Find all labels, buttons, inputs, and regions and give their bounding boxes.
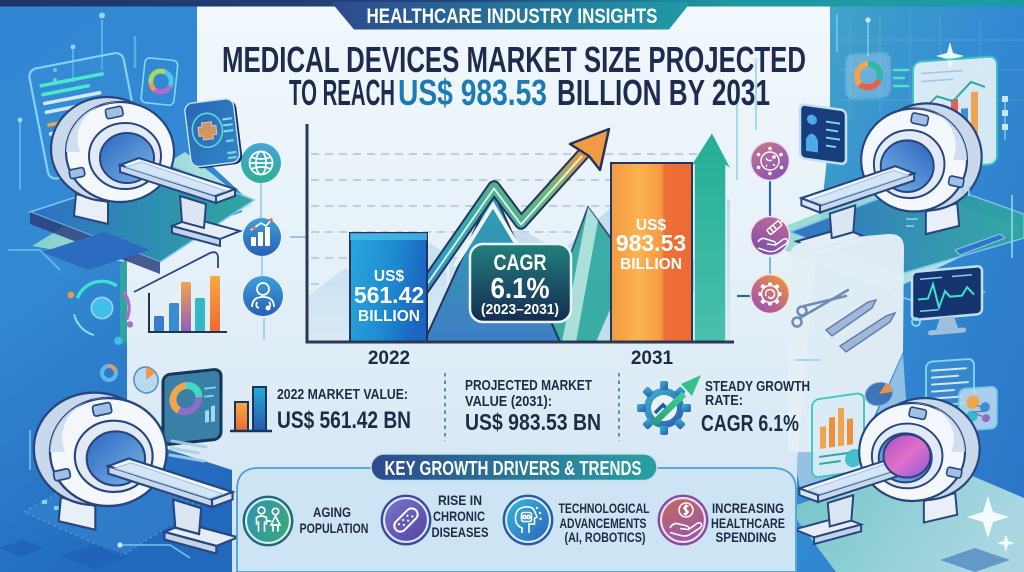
svg-text:BILLION: BILLION — [358, 308, 420, 325]
svg-text:2022: 2022 — [368, 348, 410, 369]
svg-text:BILLION: BILLION — [620, 256, 682, 273]
svg-text:2022 MARKET VALUE:: 2022 MARKET VALUE: — [277, 386, 408, 403]
svg-text:US$ 983.53: US$ 983.53 — [398, 72, 547, 113]
svg-text:US$: US$ — [636, 217, 667, 234]
svg-text:983.53: 983.53 — [616, 230, 686, 256]
svg-text:RISE IN: RISE IN — [438, 492, 482, 508]
svg-text:SPENDING: SPENDING — [716, 529, 777, 545]
svg-text:CAGR 6.1%: CAGR 6.1% — [701, 410, 799, 436]
svg-text:561.42: 561.42 — [354, 282, 424, 308]
svg-text:TO REACH: TO REACH — [289, 72, 395, 113]
svg-text:PROJECTED MARKET: PROJECTED MARKET — [465, 377, 592, 394]
svg-text:2031: 2031 — [631, 348, 674, 369]
svg-text:US$: US$ — [374, 268, 405, 285]
svg-text:US$ 983.53 BN: US$ 983.53 BN — [465, 409, 601, 435]
svg-text:MEDICAL DEVICES MARKET SIZE PR: MEDICAL DEVICES MARKET SIZE PROJECTED — [222, 39, 806, 80]
svg-text:TECHNOLOGICAL: TECHNOLOGICAL — [559, 500, 650, 516]
svg-text:HEALTHCARE INDUSTRY INSIGHTS: HEALTHCARE INDUSTRY INSIGHTS — [367, 5, 658, 28]
svg-text:DISEASES: DISEASES — [432, 524, 489, 540]
svg-text:(AI, ROBOTICS): (AI, ROBOTICS) — [565, 529, 646, 545]
svg-text:HEALTHCARE: HEALTHCARE — [711, 515, 785, 531]
svg-text:KEY GROWTH DRIVERS & TRENDS: KEY GROWTH DRIVERS & TRENDS — [385, 457, 642, 480]
svg-text:RATE:: RATE: — [705, 392, 743, 409]
svg-text:AGING: AGING — [313, 504, 351, 520]
svg-text:CHRONIC: CHRONIC — [433, 508, 485, 524]
svg-text:STEADY GROWTH: STEADY GROWTH — [705, 378, 810, 395]
svg-text:6.1%: 6.1% — [491, 273, 550, 305]
svg-text:CAGR: CAGR — [494, 250, 547, 275]
svg-text:(2023–2031): (2023–2031) — [481, 302, 559, 318]
svg-text:BILLION BY 2031: BILLION BY 2031 — [557, 72, 770, 113]
svg-text:POPULATION: POPULATION — [300, 520, 369, 536]
svg-text:VALUE (2031):: VALUE (2031): — [465, 393, 552, 410]
svg-text:US$ 561.42 BN: US$ 561.42 BN — [277, 407, 411, 434]
svg-text:ADVANCEMENTS: ADVANCEMENTS — [560, 515, 647, 531]
svg-text:INCREASING: INCREASING — [712, 500, 784, 516]
